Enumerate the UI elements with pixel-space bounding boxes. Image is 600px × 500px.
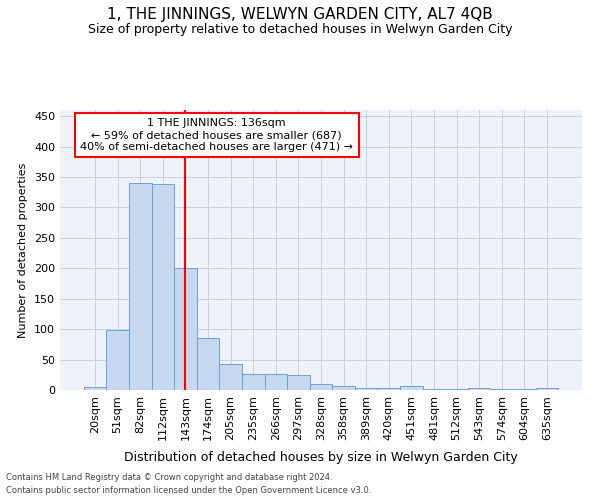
Bar [377, 388, 400, 390]
Bar [174, 268, 197, 390]
Text: Contains public sector information licensed under the Open Government Licence v3: Contains public sector information licen… [6, 486, 371, 495]
Bar [265, 374, 287, 390]
Text: Size of property relative to detached houses in Welwyn Garden City: Size of property relative to detached ho… [88, 22, 512, 36]
Bar [129, 183, 152, 390]
Bar [220, 364, 242, 390]
Bar [310, 384, 332, 390]
Bar [106, 330, 129, 390]
X-axis label: Distribution of detached houses by size in Welwyn Garden City: Distribution of detached houses by size … [124, 451, 518, 464]
Bar [355, 388, 377, 390]
Text: 1 THE JINNINGS: 136sqm
← 59% of detached houses are smaller (687)
40% of semi-de: 1 THE JINNINGS: 136sqm ← 59% of detached… [80, 118, 353, 152]
Text: 1, THE JINNINGS, WELWYN GARDEN CITY, AL7 4QB: 1, THE JINNINGS, WELWYN GARDEN CITY, AL7… [107, 8, 493, 22]
Bar [287, 376, 310, 390]
Bar [197, 338, 220, 390]
Bar [152, 184, 174, 390]
Bar [536, 388, 558, 390]
Bar [84, 387, 106, 390]
Bar [468, 388, 490, 390]
Bar [400, 386, 422, 390]
Text: Contains HM Land Registry data © Crown copyright and database right 2024.: Contains HM Land Registry data © Crown c… [6, 474, 332, 482]
Y-axis label: Number of detached properties: Number of detached properties [19, 162, 28, 338]
Bar [242, 374, 265, 390]
Bar [332, 386, 355, 390]
